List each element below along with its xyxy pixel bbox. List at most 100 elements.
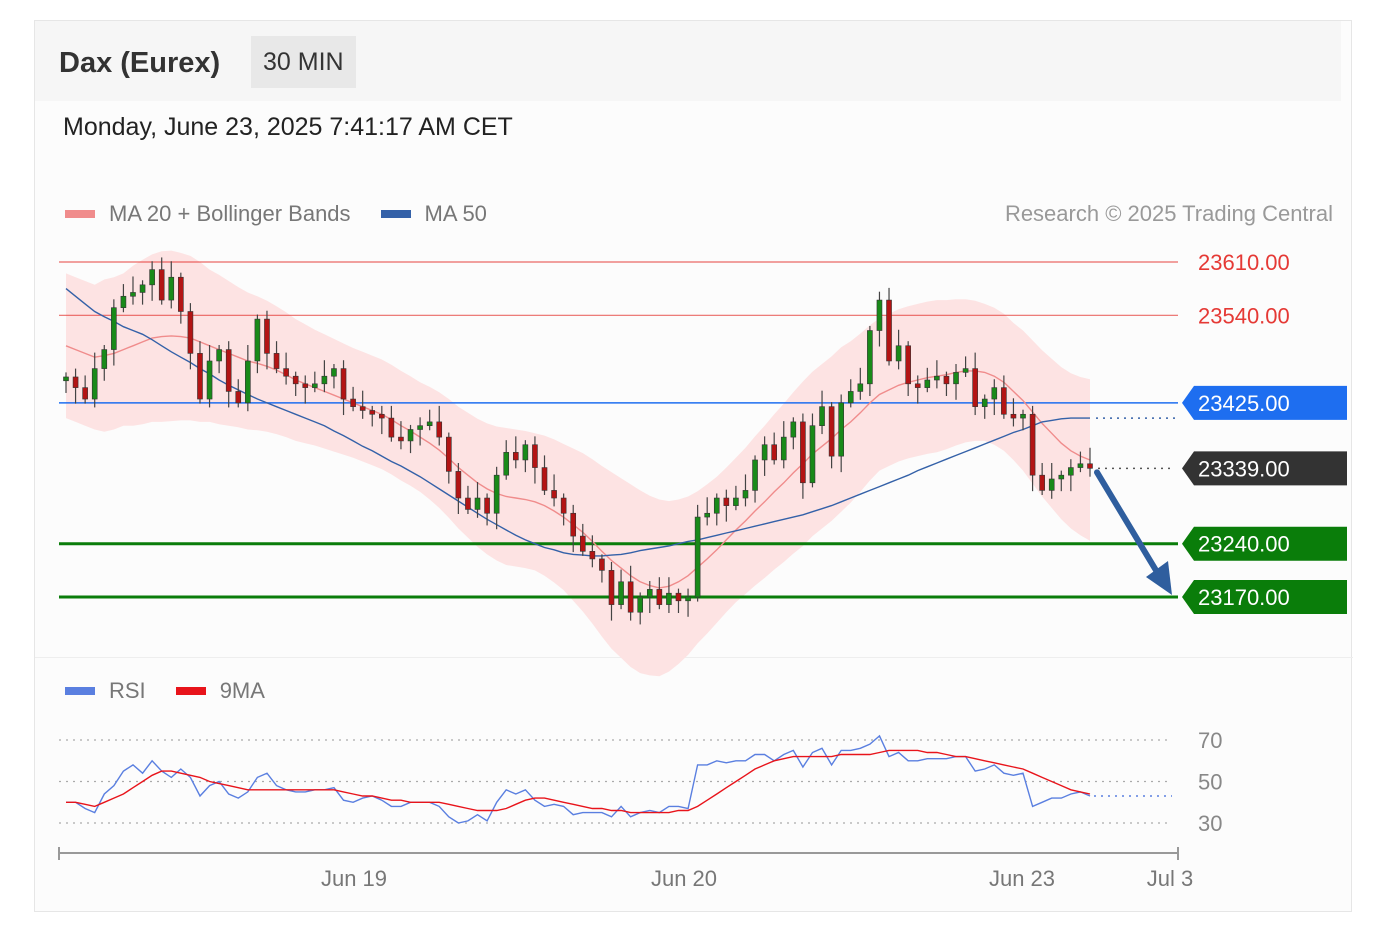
candle: [493, 466, 500, 530]
candle-body: [273, 353, 280, 369]
candle: [149, 261, 155, 301]
candle-body: [187, 311, 194, 354]
candle: [1039, 463, 1045, 495]
candle: [187, 303, 194, 370]
candle: [838, 394, 844, 473]
candle: [1001, 375, 1007, 419]
candle: [972, 352, 978, 416]
candle: [426, 409, 433, 431]
candle: [1077, 451, 1084, 473]
candle-body: [1077, 463, 1084, 468]
candle: [379, 405, 385, 435]
candle-body: [379, 413, 385, 419]
candle-body: [264, 318, 270, 354]
candle: [512, 436, 519, 469]
candle: [704, 497, 710, 526]
panel-divider: [35, 657, 1353, 658]
legend-swatch: [175, 687, 206, 695]
candle: [178, 272, 184, 324]
candle-body: [532, 444, 538, 468]
ma50-line: [65, 288, 1090, 557]
candle: [914, 375, 921, 404]
candle-body: [761, 444, 768, 461]
chart-header: Dax (Eurex) 30 MIN: [35, 21, 1341, 101]
candle: [1010, 398, 1017, 427]
candle-body: [101, 349, 108, 369]
candle: [63, 372, 69, 393]
candle-body: [398, 436, 404, 442]
candle-body: [723, 497, 730, 506]
candle: [666, 577, 672, 613]
candle: [800, 413, 806, 499]
candle: [312, 371, 318, 393]
candle-body: [886, 299, 892, 362]
candle: [828, 402, 835, 469]
candle-body: [599, 558, 605, 571]
time-tick-label: Jul 3: [1147, 866, 1193, 891]
candle: [847, 379, 854, 408]
candle-body: [283, 368, 289, 377]
forecast-arrow-head: [1146, 561, 1172, 595]
candle-body: [675, 592, 682, 602]
candle-body: [800, 421, 806, 484]
candle-body: [331, 368, 337, 377]
candle-body: [321, 375, 328, 385]
candle-body: [350, 398, 356, 407]
candle: [1058, 470, 1065, 492]
candle-body: [1010, 413, 1017, 419]
candle-body: [312, 383, 318, 388]
candle-body: [627, 581, 634, 613]
candle: [618, 569, 624, 610]
candle: [761, 436, 768, 476]
rsi-tick-label: 30: [1198, 811, 1222, 836]
candle: [474, 482, 481, 518]
timeframe-badge[interactable]: 30 MIN: [251, 36, 356, 88]
candle: [752, 455, 758, 503]
candle: [264, 310, 270, 370]
candle: [790, 417, 797, 450]
candle: [1029, 405, 1036, 492]
rsi-9ma-line: [66, 749, 1091, 814]
candle: [235, 379, 242, 408]
candle-body: [1048, 478, 1055, 491]
candle-body: [359, 406, 366, 411]
candle-body: [579, 535, 586, 552]
candle: [369, 405, 376, 427]
candle-body: [111, 307, 117, 350]
bollinger-band-fill: [66, 250, 1090, 677]
candle: [733, 485, 739, 511]
candle-body: [178, 276, 184, 312]
candle-body: [551, 490, 557, 499]
candle: [465, 485, 471, 515]
candle: [589, 535, 596, 568]
candle: [139, 280, 146, 305]
candle-body: [1020, 413, 1026, 419]
candle: [91, 352, 98, 408]
time-tick-label: Jun 19: [321, 866, 387, 891]
candle: [101, 344, 108, 381]
candle-body: [436, 421, 443, 438]
candle: [981, 394, 988, 419]
legend-label: MA 20 + Bollinger Bands: [109, 201, 351, 226]
level-label-support: 23170.00: [1198, 585, 1290, 610]
candle: [446, 432, 452, 484]
candle: [599, 554, 605, 583]
candle-body: [120, 295, 127, 308]
candle: [895, 329, 902, 370]
candle-body: [541, 467, 548, 491]
candle-body: [981, 398, 988, 407]
candle-body: [1087, 463, 1093, 469]
candle: [216, 344, 222, 374]
candle-body: [216, 349, 222, 362]
candle-body: [522, 444, 529, 461]
candle: [245, 344, 251, 412]
candle-body: [158, 269, 165, 301]
candle-body: [465, 497, 471, 510]
candle: [742, 474, 749, 507]
candle-body: [656, 589, 663, 605]
candle-body: [828, 406, 835, 457]
candle-body: [771, 444, 777, 461]
candle-body: [388, 417, 395, 438]
candle: [1068, 459, 1074, 492]
candle-body: [82, 387, 88, 400]
